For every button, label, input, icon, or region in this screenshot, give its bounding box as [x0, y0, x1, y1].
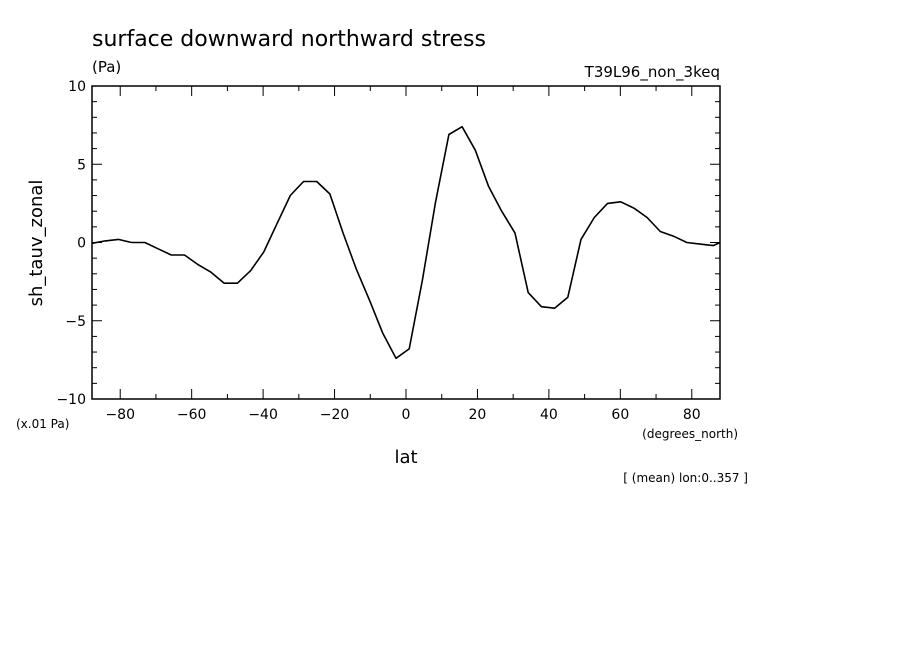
y-tick-label: −10: [56, 392, 86, 408]
x-tick-label: −40: [248, 407, 278, 423]
y-scale-note: (x.01 Pa): [16, 417, 69, 431]
y-axis-label: sh_tauv_zonal: [26, 180, 47, 307]
y-tick-label: 0: [77, 236, 86, 252]
x-tick-label: 0: [402, 407, 411, 423]
y-tick-label: 5: [77, 157, 86, 173]
plot-lines: [91, 125, 721, 360]
x-tick-label: −60: [177, 407, 207, 423]
x-axis-label: lat: [394, 447, 417, 468]
chart-units: (Pa): [92, 58, 121, 76]
run-label: T39L96_non_3keq: [584, 63, 720, 82]
y-axis: −10 −5 0 5 10: [56, 79, 720, 408]
x-tick-label: 60: [611, 407, 629, 423]
x-tick-label: −20: [320, 407, 350, 423]
y-tick-label: −5: [65, 314, 86, 330]
footnote: [ (mean) lon:0..357 ]: [623, 471, 748, 485]
y-tick-label: 10: [68, 79, 86, 95]
x-tick-label: 80: [683, 407, 701, 423]
series-line: [91, 125, 721, 360]
x-axis: −80 −60 −40 −20 0 20 40 60 80: [105, 86, 701, 423]
chart-title: surface downward northward stress: [92, 27, 486, 52]
x-tick-label: −80: [105, 407, 135, 423]
x-units-label: (degrees_north): [642, 427, 738, 441]
x-tick-label: 40: [540, 407, 558, 423]
x-tick-label: 20: [469, 407, 487, 423]
